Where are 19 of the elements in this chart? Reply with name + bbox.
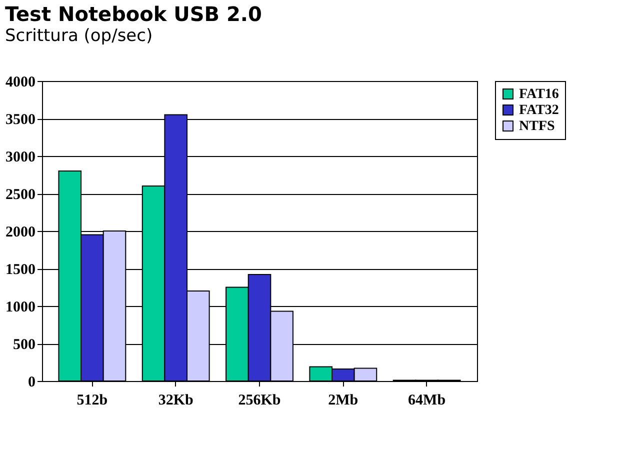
y-tick-label: 2500	[6, 187, 36, 203]
y-tick-label: 2000	[6, 224, 36, 240]
y-tick-label: 3000	[6, 150, 36, 166]
y-tick-label: 500	[13, 337, 36, 353]
legend-label: FAT16	[519, 87, 559, 102]
x-tick-label: 64Mb	[408, 392, 446, 408]
y-tick-label: 4000	[6, 74, 36, 90]
legend-label: FAT32	[519, 103, 559, 118]
chart-title: Test Notebook USB 2.0	[5, 2, 262, 26]
x-tick-label: 256Kb	[238, 392, 281, 408]
x-tick-label: 2Mb	[328, 392, 358, 408]
x-tick-label: 512b	[76, 392, 108, 408]
x-tick-label: 32Kb	[158, 392, 194, 408]
legend-label: NTFS	[519, 119, 555, 134]
y-tick-label: 1500	[6, 262, 36, 278]
y-tick-label: 1000	[6, 300, 36, 316]
y-tick-label: 3500	[6, 112, 36, 128]
chart-subtitle: Scrittura (op/sec)	[5, 26, 153, 46]
y-tick-label: 0	[28, 374, 36, 390]
